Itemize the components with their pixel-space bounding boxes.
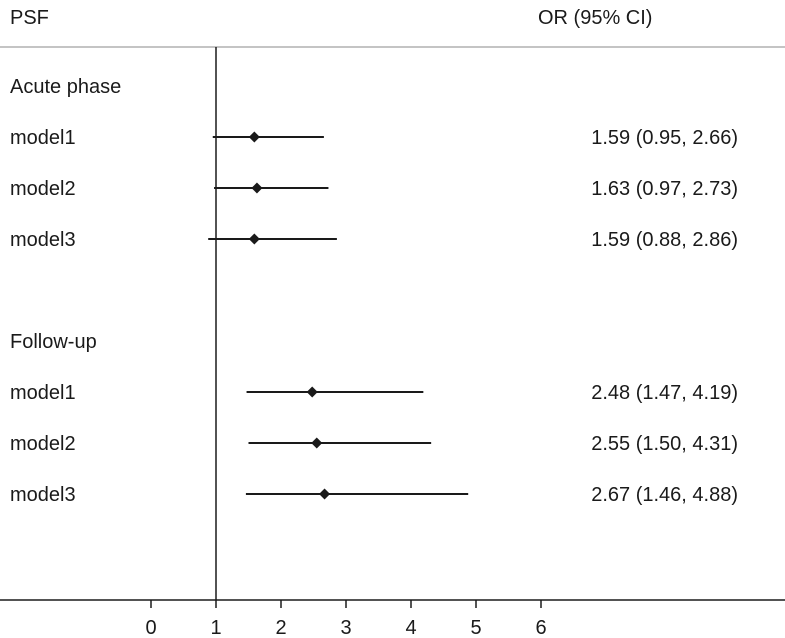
row-label: model3: [10, 484, 76, 506]
x-tick-label: 1: [210, 617, 221, 638]
row-label: model2: [10, 433, 76, 455]
or-ci-label: 1.59 (0.95, 2.66): [591, 127, 738, 149]
group-label: Acute phase: [10, 76, 121, 98]
group-label: Follow-up: [10, 331, 97, 353]
row-label: model1: [10, 127, 76, 149]
chart-marks: Acute phase model1 1.59 (0.95, 2.66) model2…: [10, 47, 738, 638]
x-tick-label: 0: [145, 617, 156, 638]
or-ci-label: 2.67 (1.46, 4.88): [591, 484, 738, 506]
or-ci-label: 1.63 (0.97, 2.73): [591, 178, 738, 200]
or-ci-label: 2.55 (1.50, 4.31): [591, 433, 738, 455]
estimate-marker: [319, 488, 331, 500]
x-tick-label: 5: [470, 617, 481, 638]
header-left-label: PSF: [10, 7, 49, 29]
row-label: model1: [10, 382, 76, 404]
row-label: model2: [10, 178, 76, 200]
estimate-marker: [306, 386, 318, 398]
x-tick-label: 4: [405, 617, 416, 638]
x-tick-label: 2: [275, 617, 286, 638]
header-right-label: OR (95% CI): [538, 7, 652, 29]
or-ci-label: 1.59 (0.88, 2.86): [591, 229, 738, 251]
x-tick-label: 6: [535, 617, 546, 638]
x-tick-label: 3: [340, 617, 351, 638]
estimate-marker: [251, 182, 263, 194]
estimate-marker: [311, 437, 323, 449]
estimate-marker: [248, 233, 260, 245]
row-label: model3: [10, 229, 76, 251]
estimate-marker: [248, 131, 260, 143]
or-ci-label: 2.48 (1.47, 4.19): [591, 382, 738, 404]
